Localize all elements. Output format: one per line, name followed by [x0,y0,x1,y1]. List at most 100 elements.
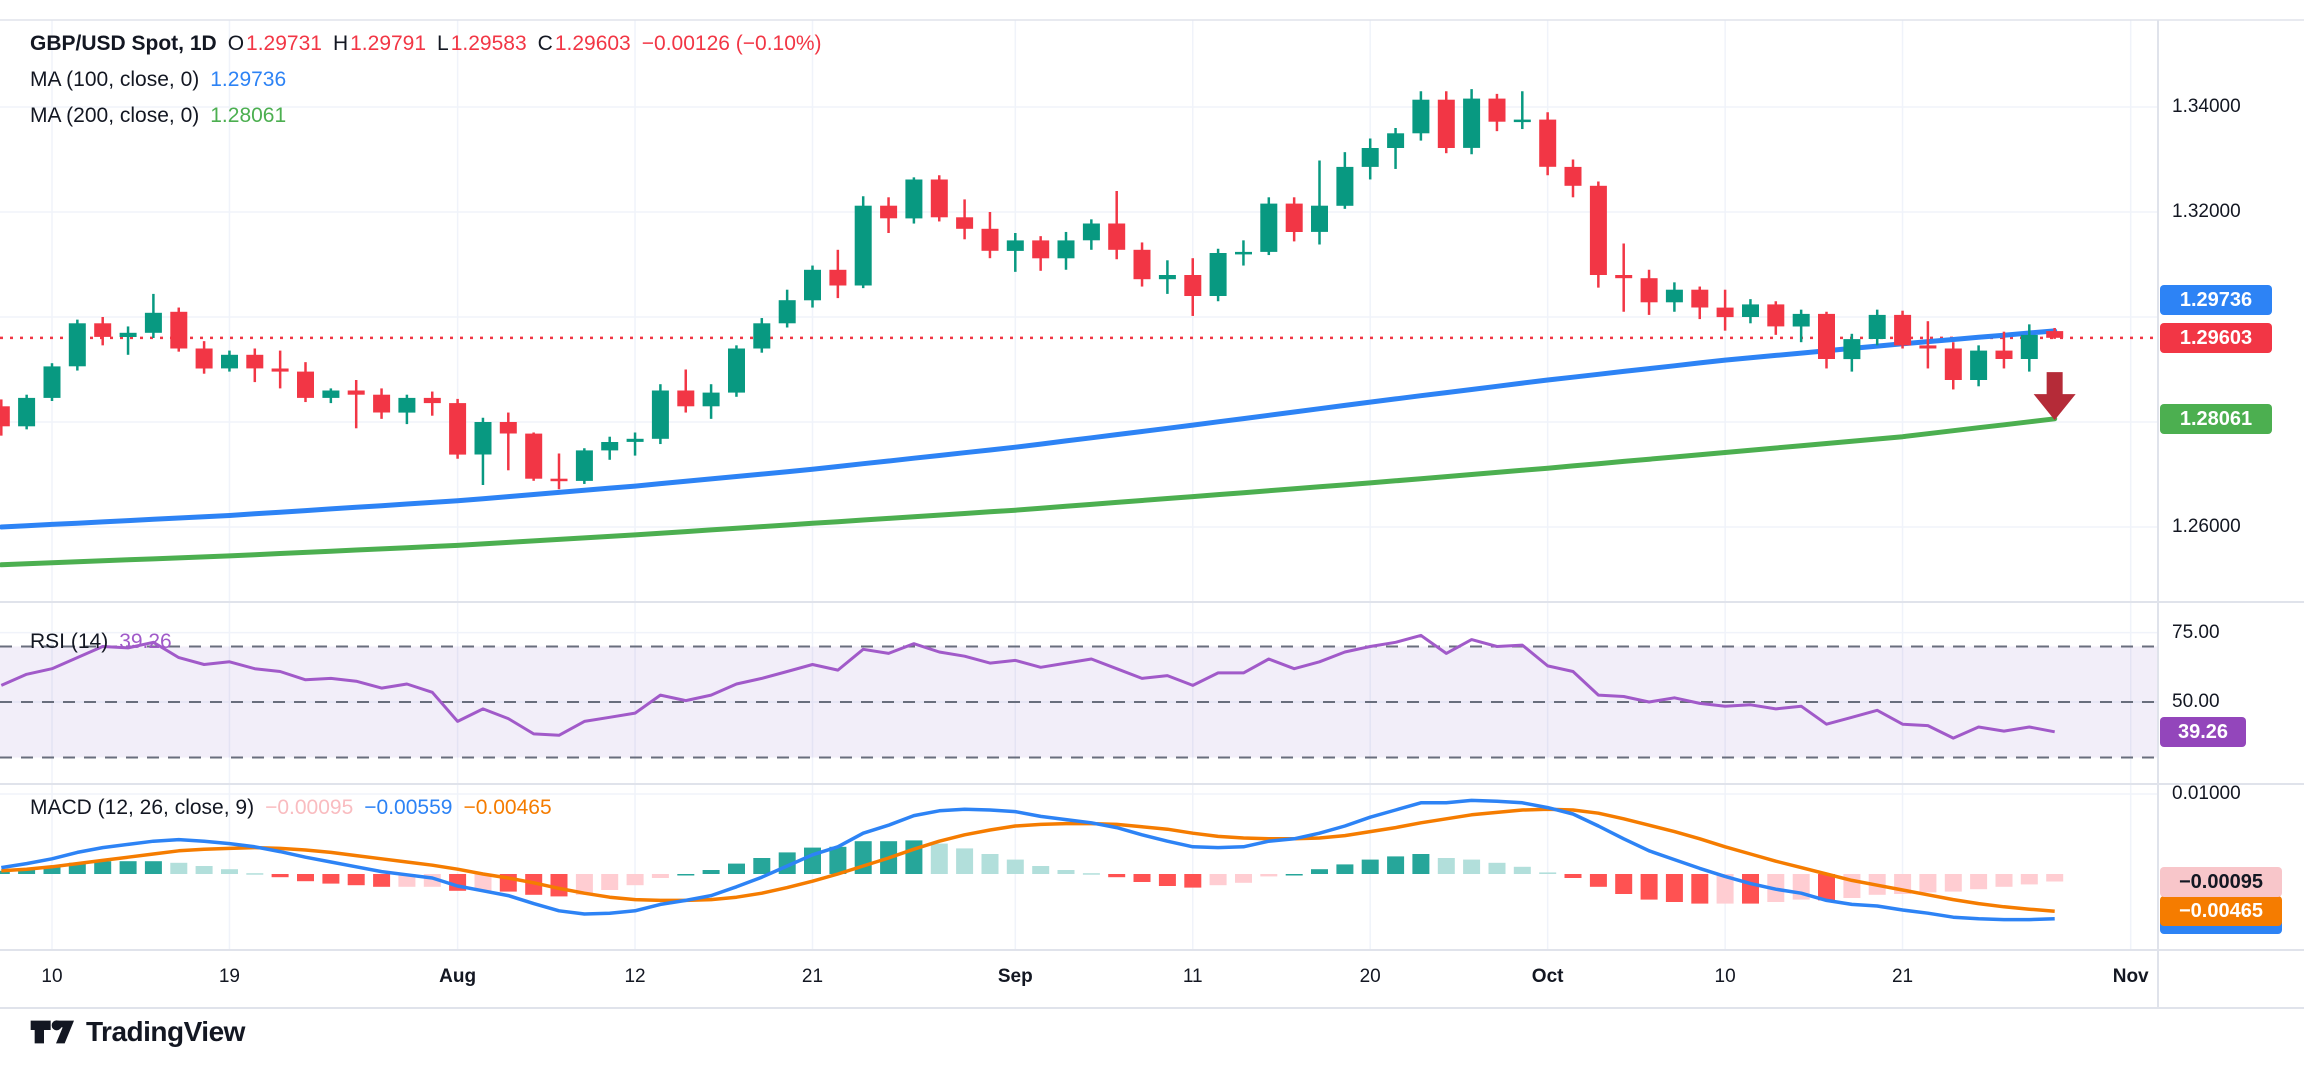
macd-hist-bar [956,848,974,874]
time-axis-label[interactable]: 21 [1891,966,1914,987]
candle [829,269,847,286]
time-axis-label[interactable]: 11 [1182,966,1203,987]
candle [1742,304,1759,317]
candle [1437,99,1455,148]
hist-badge: −0.00095 [2160,866,2282,897]
candle [981,228,999,251]
time-axis-label[interactable]: 19 [218,966,240,987]
macd-hist-bar [1970,874,1988,890]
price-axis-label[interactable]: 1.34000 [2172,96,2241,117]
ma200-legend[interactable]: MA (200, close, 0) 1.28061 [30,104,286,128]
macd-hist-bar [1361,859,1379,874]
candle [144,312,162,333]
pane-separators[interactable] [0,19,2304,1009]
macd-hist-bar [322,874,340,884]
macd-axis-label[interactable]: 0.01000 [2172,783,2241,804]
macd-hist-bar [474,874,492,891]
candle [753,323,771,349]
grid-lines [0,20,2158,950]
candle [1767,304,1785,327]
candlestick-series[interactable] [0,89,2064,490]
candle [1843,339,1861,360]
macd-hist-bar [1539,872,1557,874]
candle [956,217,974,229]
candle [702,392,720,407]
candle [1133,249,1151,280]
macd-hist-bar [1057,870,1075,874]
time-axis-label[interactable]: Aug [439,966,477,987]
candle [94,323,112,337]
time-axis-label[interactable]: Oct [1531,966,1564,987]
time-axis-label[interactable]: 10 [41,966,63,987]
macd-hist-bar [1032,866,1050,874]
rsi-band [0,645,2158,759]
rsi-axis-label[interactable]: 75.00 [2172,621,2220,643]
candle [373,394,391,413]
rsi-line [0,633,2055,740]
candle [68,323,86,367]
tradingview-logo[interactable]: TradingView [30,1014,245,1050]
macd-hist-bar [1716,874,1734,904]
last-price-badge: 1.29603 [2160,322,2272,353]
candle [195,348,213,369]
macd-hist-bar [905,840,923,874]
candle [1463,98,1481,148]
candle [322,390,340,398]
high-label: H [332,32,349,55]
low-value: 1.29583 [450,32,527,55]
price-axis-label[interactable]: 1.32000 [2172,201,2241,222]
rsi-axis-label[interactable]: 50.00 [2172,691,2220,712]
time-axis-label[interactable]: Sep [997,966,1033,987]
macd-signal-line [1,807,2055,913]
down-arrow-marker [2033,372,2076,421]
macd-hist-bar [601,874,619,890]
price-axis-label[interactable]: 1.26000 [2172,516,2241,537]
candle [1615,275,1633,279]
candle [1818,313,1835,359]
low-label: L [437,32,449,55]
candle [1868,314,1886,339]
time-axis-label[interactable]: 12 [624,966,646,987]
ma200-value: 1.28061 [210,104,287,127]
candle [778,300,796,324]
macd-hist-bar [550,874,568,897]
macd-hist-bar [1640,874,1658,900]
candle [1032,240,1050,259]
rsi-legend[interactable]: RSI (14) 39.26 [30,630,172,654]
macd-hist-bar [1412,854,1430,874]
time-axis-label[interactable]: 21 [801,966,824,987]
macd-label: MACD (12, 26, close, 9) [30,796,255,819]
change-value: −0.00126 (−0.10%) [641,32,822,55]
candle [18,397,36,427]
candle [1716,307,1734,318]
macd-hist-bar [829,846,847,874]
macd-hist-value: −0.00095 [265,796,354,819]
candle [1209,253,1227,296]
candle [677,390,695,407]
symbol-legend[interactable]: GBP/USD Spot, 1D O 1.29731 H 1.29791 L 1.29… [30,32,822,56]
rsi-label: RSI (14) [30,630,109,653]
time-axis-label[interactable]: Nov [2112,966,2149,987]
axis-badge: 39.26 [2160,716,2246,747]
macd-hist-bar [930,843,948,874]
candle [905,179,923,219]
candle [297,371,314,398]
macd-hist-bar [1133,874,1151,882]
macd-legend[interactable]: MACD (12, 26, close, 9) −0.00095 −0.0055… [30,796,552,820]
ma200-line [0,416,2058,568]
candle [575,450,593,481]
time-axis-label[interactable]: 10 [1714,966,1736,987]
ma100-line [0,328,2058,530]
macd-signal-value: −0.00465 [463,796,552,819]
ma100-legend[interactable]: MA (100, close, 0) 1.29736 [30,68,286,92]
candle [271,368,289,372]
macd-hist-bar [1336,864,1354,874]
time-axis-label[interactable]: 20 [1359,966,1381,987]
macd-hist-bar [626,874,644,886]
candle [43,366,61,398]
candle [246,354,264,369]
macd-hist-bar [1082,873,1100,875]
candle [1108,223,1126,250]
macd-hist-bar [1235,874,1252,883]
